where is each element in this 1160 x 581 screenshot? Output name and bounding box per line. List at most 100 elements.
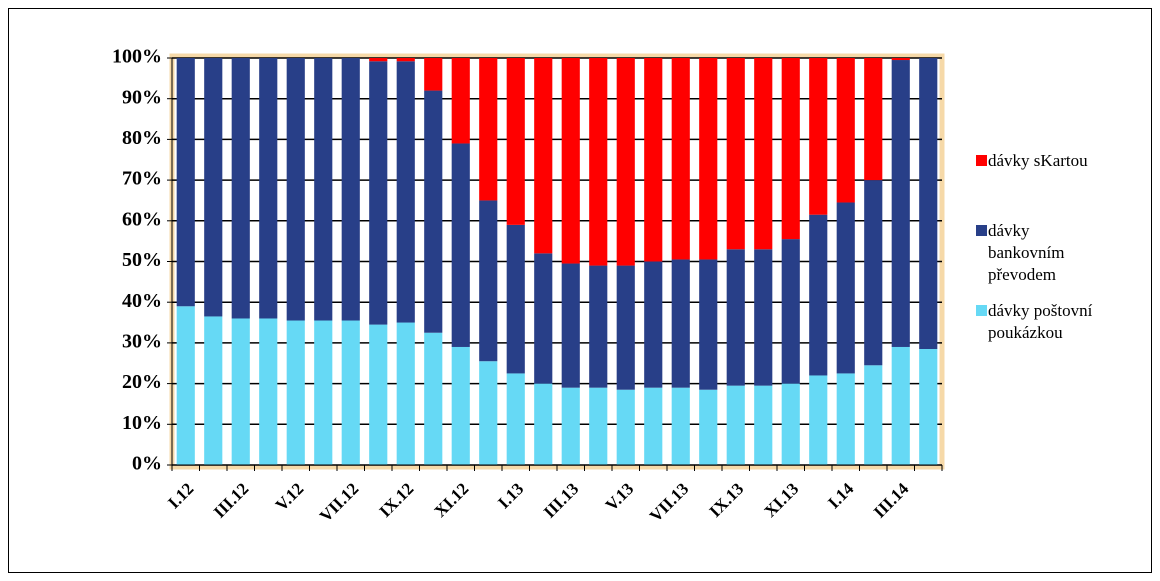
- bar-segment: [424, 332, 443, 465]
- bar-segment: [259, 58, 278, 319]
- bar-segment: [589, 265, 608, 388]
- bar-segment: [919, 349, 938, 465]
- bar-segment: [204, 316, 223, 465]
- bar-segment: [891, 60, 910, 347]
- bar-segment: [644, 387, 663, 465]
- x-tick-label: XI.12: [431, 479, 473, 521]
- bar-segment: [561, 387, 580, 465]
- bar-segment: [864, 58, 883, 181]
- bar-segment: [451, 143, 470, 347]
- bar-segment: [754, 385, 773, 465]
- bar-segment: [396, 61, 415, 323]
- bar-segment: [286, 58, 305, 321]
- bar-segment: [561, 58, 580, 264]
- x-tick-label: IX.12: [376, 479, 418, 521]
- x-tick-label: I.12: [164, 479, 197, 512]
- y-tick-label: 90%: [122, 86, 162, 108]
- legend-label: dávky poštovní poukázkou: [988, 301, 1093, 342]
- legend-label: dávky sKartou: [988, 151, 1088, 170]
- bar-segment: [644, 58, 663, 262]
- bar-segment: [479, 200, 498, 362]
- x-tick-label: V.12: [272, 479, 308, 515]
- bar-segment: [534, 383, 553, 465]
- legend-swatch: [976, 155, 987, 166]
- bar-segment: [231, 58, 250, 319]
- bar-segment: [699, 389, 718, 465]
- x-tick-label: III.14: [870, 479, 913, 522]
- bar-segment: [451, 58, 470, 144]
- y-tick-label: 20%: [122, 371, 162, 393]
- bar-segment: [176, 58, 195, 307]
- y-tick-label: 60%: [122, 208, 162, 230]
- bar-segment: [644, 261, 663, 388]
- x-tick-label: I.13: [494, 479, 527, 512]
- bar-segment: [506, 58, 525, 225]
- bars: [176, 58, 938, 465]
- bar-segment: [534, 253, 553, 384]
- bar-segment: [891, 346, 910, 465]
- bar-segment: [341, 320, 360, 465]
- bar-segment: [836, 58, 855, 203]
- y-tick-label: 40%: [122, 290, 162, 312]
- bar-segment: [369, 61, 388, 325]
- bar-segment: [726, 58, 745, 250]
- bar-segment: [369, 324, 388, 465]
- x-tick-label: III.12: [210, 479, 253, 522]
- bar-segment: [589, 58, 608, 266]
- bar-segment: [699, 259, 718, 390]
- bar-segment: [781, 239, 800, 384]
- bar-segment: [424, 58, 443, 91]
- bar-segment: [506, 373, 525, 465]
- bar-segment: [836, 373, 855, 465]
- bar-segment: [809, 58, 828, 215]
- bar-segment: [671, 58, 690, 260]
- bar-segment: [809, 375, 828, 465]
- bar-segment: [561, 263, 580, 388]
- x-tick-label: I.14: [824, 479, 857, 512]
- bar-segment: [396, 322, 415, 465]
- bar-segment: [671, 387, 690, 465]
- bar-segment: [671, 259, 690, 388]
- bar-segment: [479, 58, 498, 201]
- y-tick-label: 10%: [122, 412, 162, 434]
- bar-segment: [616, 389, 635, 465]
- bar-segment: [919, 58, 938, 350]
- bar-segment: [396, 58, 415, 62]
- bar-segment: [726, 249, 745, 386]
- bar-segment: [176, 306, 195, 465]
- bar-segment: [451, 346, 470, 465]
- x-tick-label: VII.12: [316, 479, 363, 526]
- bar-segment: [231, 318, 250, 465]
- bar-segment: [754, 58, 773, 250]
- bar-segment: [616, 58, 635, 266]
- bar-segment: [864, 180, 883, 366]
- bar-segment: [836, 202, 855, 374]
- legend-item: dávky poštovní poukázkou: [976, 300, 1106, 344]
- y-tick-label: 80%: [122, 127, 162, 149]
- x-tick-label: XI.13: [761, 479, 803, 521]
- legend-label: dávky bankovním převodem: [988, 221, 1065, 284]
- bar-segment: [781, 383, 800, 465]
- bar-segment: [369, 58, 388, 62]
- bar-segment: [259, 318, 278, 465]
- bar-segment: [781, 58, 800, 240]
- bar-segment: [616, 265, 635, 390]
- chart-frame: [8, 8, 1152, 573]
- x-tick-label: IX.13: [706, 479, 748, 521]
- legend-swatch: [976, 305, 987, 316]
- bar-segment: [314, 320, 333, 465]
- y-tick-label: 30%: [122, 330, 162, 352]
- legend-swatch: [976, 225, 987, 236]
- y-tick-label: 50%: [122, 249, 162, 271]
- y-tick-label: 0%: [132, 453, 162, 475]
- x-tick-label: V.13: [602, 479, 638, 515]
- bar-segment: [204, 58, 223, 317]
- bar-segment: [754, 249, 773, 386]
- bar-segment: [479, 361, 498, 465]
- bar-segment: [891, 58, 910, 61]
- bar-segment: [726, 385, 745, 465]
- bar-segment: [286, 320, 305, 465]
- legend-item: dávky sKartou: [976, 150, 1106, 172]
